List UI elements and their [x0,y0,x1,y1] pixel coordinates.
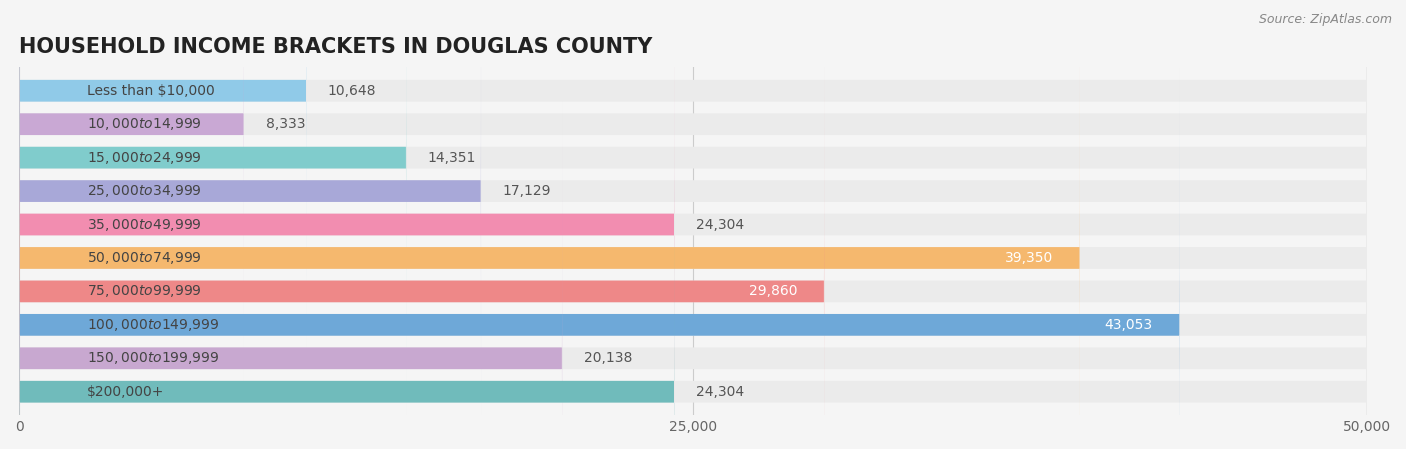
FancyBboxPatch shape [20,0,245,381]
Text: $50,000 to $74,999: $50,000 to $74,999 [87,250,201,266]
FancyBboxPatch shape [20,1,1080,449]
Text: 29,860: 29,860 [748,284,797,299]
Text: 14,351: 14,351 [427,150,477,165]
FancyBboxPatch shape [20,0,481,448]
FancyBboxPatch shape [20,68,1180,449]
Text: $15,000 to $24,999: $15,000 to $24,999 [87,150,201,166]
FancyBboxPatch shape [20,101,562,449]
FancyBboxPatch shape [20,0,406,414]
Text: $75,000 to $99,999: $75,000 to $99,999 [87,283,201,299]
Text: HOUSEHOLD INCOME BRACKETS IN DOUGLAS COUNTY: HOUSEHOLD INCOME BRACKETS IN DOUGLAS COU… [20,37,652,57]
Text: Source: ZipAtlas.com: Source: ZipAtlas.com [1258,13,1392,26]
FancyBboxPatch shape [20,0,1367,448]
FancyBboxPatch shape [20,0,307,348]
Text: $10,000 to $14,999: $10,000 to $14,999 [87,116,201,132]
Text: 17,129: 17,129 [502,184,551,198]
Text: $150,000 to $199,999: $150,000 to $199,999 [87,350,219,366]
FancyBboxPatch shape [20,101,1367,449]
FancyBboxPatch shape [20,135,675,449]
FancyBboxPatch shape [20,0,675,449]
Text: $100,000 to $149,999: $100,000 to $149,999 [87,317,219,333]
FancyBboxPatch shape [20,35,1367,449]
FancyBboxPatch shape [20,0,1367,449]
FancyBboxPatch shape [20,0,1367,414]
FancyBboxPatch shape [20,35,824,449]
Text: 8,333: 8,333 [266,117,305,131]
Text: $200,000+: $200,000+ [87,385,165,399]
Text: $35,000 to $49,999: $35,000 to $49,999 [87,216,201,233]
Text: $25,000 to $34,999: $25,000 to $34,999 [87,183,201,199]
FancyBboxPatch shape [20,0,1367,348]
FancyBboxPatch shape [20,135,1367,449]
Text: 10,648: 10,648 [328,84,377,98]
Text: Less than $10,000: Less than $10,000 [87,84,215,98]
Text: 43,053: 43,053 [1105,318,1153,332]
Text: 20,138: 20,138 [583,351,633,365]
Text: 24,304: 24,304 [696,385,744,399]
Text: 39,350: 39,350 [1005,251,1053,265]
FancyBboxPatch shape [20,1,1367,449]
FancyBboxPatch shape [20,68,1367,449]
FancyBboxPatch shape [20,0,1367,381]
Text: 24,304: 24,304 [696,217,744,232]
